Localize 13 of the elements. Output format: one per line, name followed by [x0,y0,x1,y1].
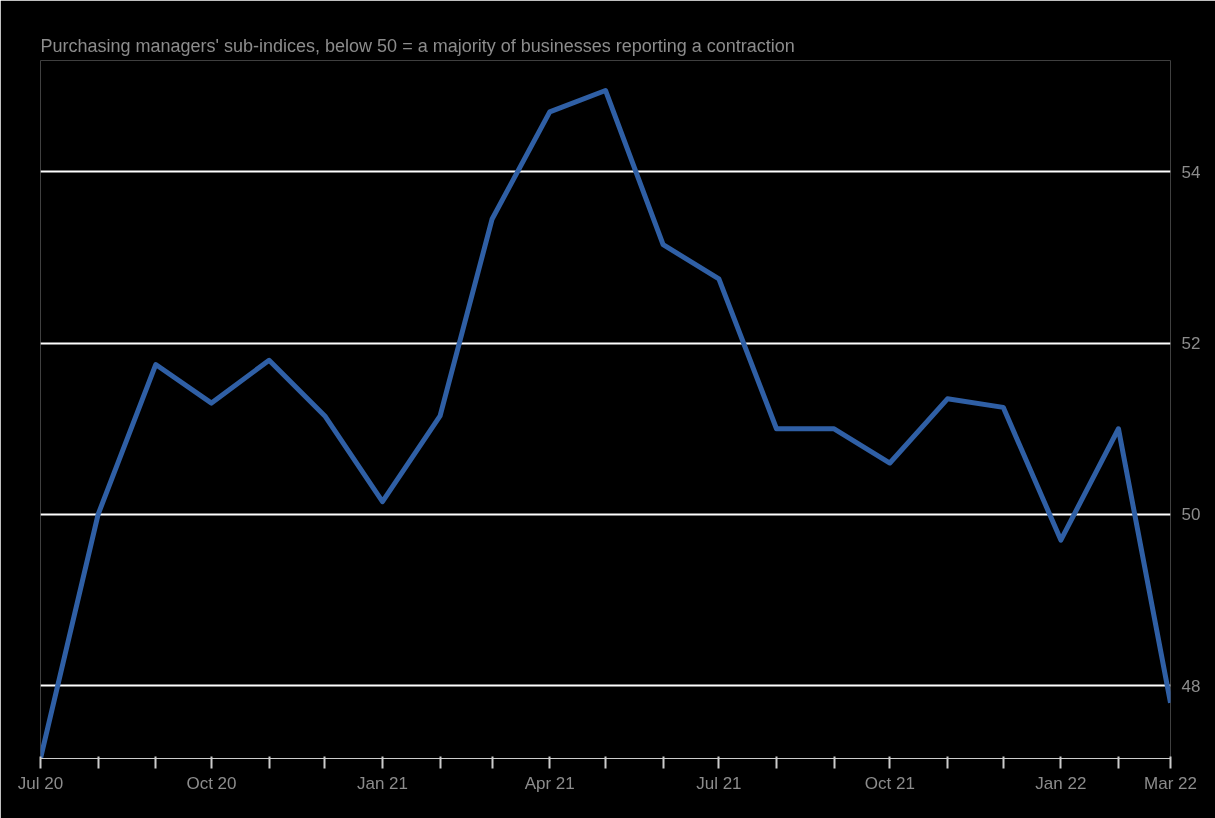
x-tick-label: Mar 22 [1144,773,1197,793]
x-tick-label: Oct 21 [864,773,915,793]
x-tick-label: Apr 21 [524,773,575,793]
x-tick-label: Jan 22 [1035,773,1087,793]
x-tick-label: Jul 21 [696,773,742,793]
y-tick-label: 54 [1181,162,1201,182]
y-tick-label: 52 [1181,334,1201,354]
chart-subtitle: Purchasing managers' sub-indices, below 50 = a majority of businesses reporting a contraction [40,35,795,56]
x-tick-label: Jan 21 [356,773,408,793]
x-tick-label: Jul 20 [17,773,64,793]
x-tick-label: Oct 20 [186,773,237,793]
y-tick-label: 48 [1181,676,1201,696]
y-tick-label: 50 [1181,505,1201,525]
